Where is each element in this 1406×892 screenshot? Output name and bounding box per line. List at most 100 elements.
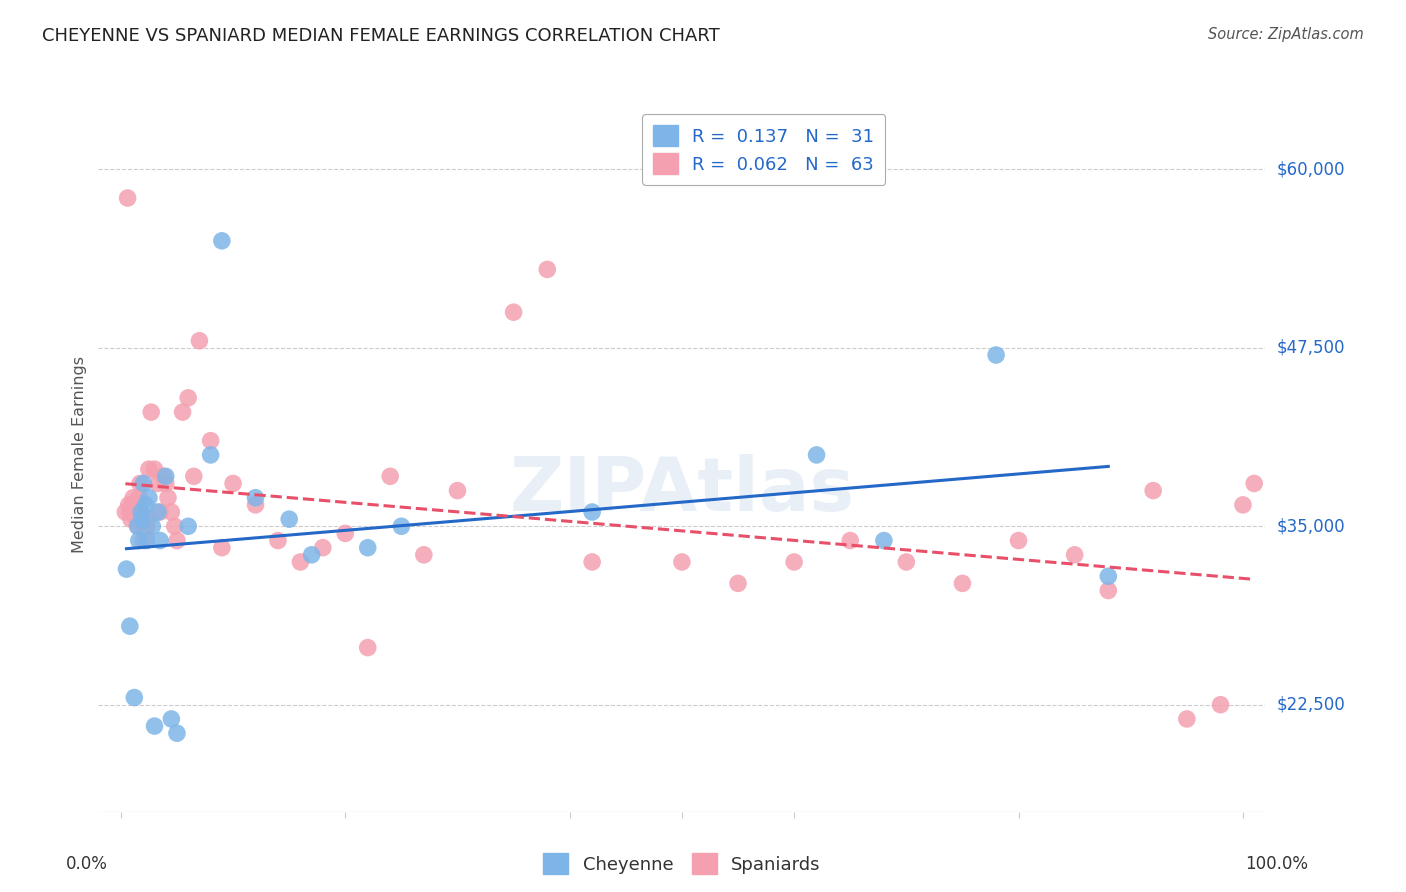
Point: [132, 476, 155, 491]
Point: [581, 555, 603, 569]
Text: $47,500: $47,500: [1277, 339, 1346, 357]
Point: [135, 526, 157, 541]
Point: [211, 234, 233, 248]
Point: [1142, 483, 1164, 498]
Point: [149, 533, 172, 548]
Point: [727, 576, 749, 591]
Point: [160, 712, 183, 726]
Point: [136, 512, 159, 526]
Point: [128, 491, 150, 505]
Point: [135, 519, 157, 533]
Point: [122, 491, 145, 505]
Point: [290, 555, 312, 569]
Point: [155, 469, 177, 483]
Point: [160, 505, 183, 519]
Y-axis label: Median Female Earnings: Median Female Earnings: [72, 357, 87, 553]
Point: [211, 541, 233, 555]
Point: [412, 548, 434, 562]
Point: [446, 483, 468, 498]
Point: [149, 505, 172, 519]
Point: [278, 512, 301, 526]
Point: [120, 512, 142, 526]
Point: [806, 448, 828, 462]
Point: [245, 491, 267, 505]
Point: [671, 555, 693, 569]
Point: [188, 334, 211, 348]
Point: [127, 519, 149, 533]
Point: [143, 462, 166, 476]
Point: [146, 476, 169, 491]
Point: [125, 512, 148, 526]
Point: [132, 533, 155, 548]
Point: [200, 448, 222, 462]
Text: Source: ZipAtlas.com: Source: ZipAtlas.com: [1208, 27, 1364, 42]
Point: [166, 533, 188, 548]
Point: [177, 391, 200, 405]
Point: [896, 555, 918, 569]
Point: [129, 505, 152, 519]
Point: [135, 498, 157, 512]
Point: [312, 541, 335, 555]
Text: ZIPAtlas: ZIPAtlas: [509, 454, 855, 527]
Point: [124, 690, 146, 705]
Point: [245, 498, 267, 512]
Point: [952, 576, 974, 591]
Point: [536, 262, 558, 277]
Point: [124, 505, 146, 519]
Legend: Cheyenne, Spaniards: Cheyenne, Spaniards: [536, 846, 828, 881]
Point: [783, 555, 806, 569]
Point: [267, 533, 290, 548]
Point: [1063, 548, 1085, 562]
Point: [128, 533, 150, 548]
Point: [335, 526, 357, 541]
Point: [138, 462, 160, 476]
Point: [357, 541, 380, 555]
Point: [166, 726, 188, 740]
Point: [839, 533, 862, 548]
Point: [1097, 583, 1119, 598]
Point: [200, 434, 222, 448]
Point: [873, 533, 896, 548]
Point: [1007, 533, 1029, 548]
Point: [172, 405, 194, 419]
Point: [155, 476, 177, 491]
Text: 0.0%: 0.0%: [66, 855, 108, 872]
Point: [141, 405, 163, 419]
Point: [1175, 712, 1198, 726]
Point: [389, 519, 412, 533]
Point: [183, 469, 205, 483]
Point: [127, 519, 149, 533]
Point: [152, 469, 174, 483]
Point: [131, 512, 153, 526]
Point: [115, 562, 138, 576]
Text: CHEYENNE VS SPANIARD MEDIAN FEMALE EARNINGS CORRELATION CHART: CHEYENNE VS SPANIARD MEDIAN FEMALE EARNI…: [42, 27, 720, 45]
Point: [177, 519, 200, 533]
Point: [1243, 476, 1265, 491]
Point: [118, 505, 141, 519]
Point: [378, 469, 402, 483]
Point: [135, 533, 157, 548]
Text: 100.0%: 100.0%: [1246, 855, 1309, 872]
Point: [1209, 698, 1232, 712]
Text: $35,000: $35,000: [1277, 517, 1346, 535]
Point: [143, 719, 166, 733]
Point: [141, 519, 163, 533]
Point: [118, 498, 141, 512]
Point: [1097, 569, 1119, 583]
Point: [156, 491, 179, 505]
Point: [502, 305, 524, 319]
Point: [131, 512, 153, 526]
Point: [222, 476, 245, 491]
Point: [114, 505, 136, 519]
Point: [984, 348, 1007, 362]
Point: [118, 619, 141, 633]
Text: $60,000: $60,000: [1277, 161, 1346, 178]
Point: [146, 505, 169, 519]
Point: [129, 476, 152, 491]
Point: [121, 498, 143, 512]
Text: $22,500: $22,500: [1277, 696, 1346, 714]
Point: [138, 491, 160, 505]
Point: [301, 548, 323, 562]
Point: [581, 505, 603, 519]
Point: [163, 519, 186, 533]
